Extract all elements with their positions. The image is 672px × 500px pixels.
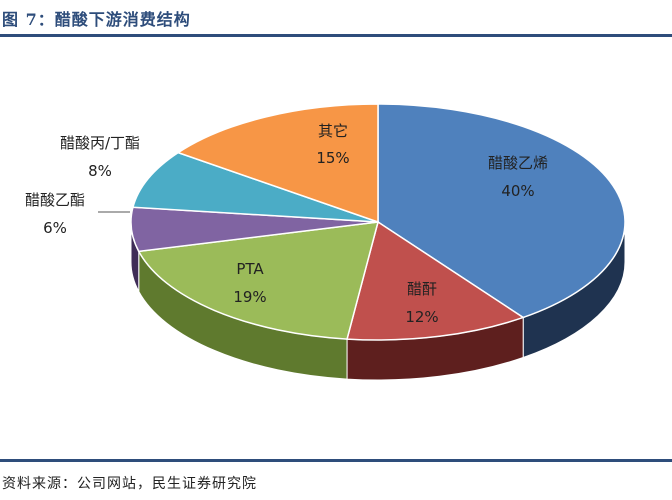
slice-4-top bbox=[131, 151, 379, 223]
slice-2-value-label: 19% bbox=[233, 288, 266, 306]
slice-2-top bbox=[137, 221, 380, 340]
slice-1-name-label: 醋酐 bbox=[407, 280, 437, 298]
slice-1-top bbox=[346, 220, 525, 341]
slice-3-value-label: 6% bbox=[43, 219, 67, 237]
slice-4-name-label: 醋酸丙/丁酯 bbox=[60, 134, 140, 152]
slice-2-name-label: PTA bbox=[236, 260, 264, 278]
pie-chart: 醋酸乙烯 40% 醋酐 12% PTA 19% 醋酸乙酯 6% 醋酸丙/丁酯 8% 其它 15% bbox=[25, 103, 626, 381]
slice-5-name-label: 其它 bbox=[318, 122, 348, 140]
slice-1-value-label: 12% bbox=[405, 308, 438, 326]
source-note: 资料来源：公司网站，民生证券研究院 bbox=[2, 476, 257, 492]
slice-5-top bbox=[176, 103, 379, 224]
slice-5-value-label: 15% bbox=[316, 149, 349, 167]
slice-3-name-label: 醋酸乙酯 bbox=[25, 191, 85, 209]
slice-4-value-label: 8% bbox=[88, 162, 112, 180]
slice-0-top bbox=[377, 103, 626, 319]
pie-tops bbox=[130, 103, 626, 341]
title-rule bbox=[0, 34, 672, 37]
chart-title: 图 7：醋酸下游消费结构 bbox=[2, 10, 191, 29]
footer-rule bbox=[0, 459, 672, 462]
slice-0-value-label: 40% bbox=[501, 182, 534, 200]
pie-labels: 醋酸乙烯 40% 醋酐 12% PTA 19% 醋酸乙酯 6% 醋酸丙/丁酯 8% 其它 15% bbox=[25, 122, 548, 326]
slice-0-name-label: 醋酸乙烯 bbox=[488, 154, 548, 172]
